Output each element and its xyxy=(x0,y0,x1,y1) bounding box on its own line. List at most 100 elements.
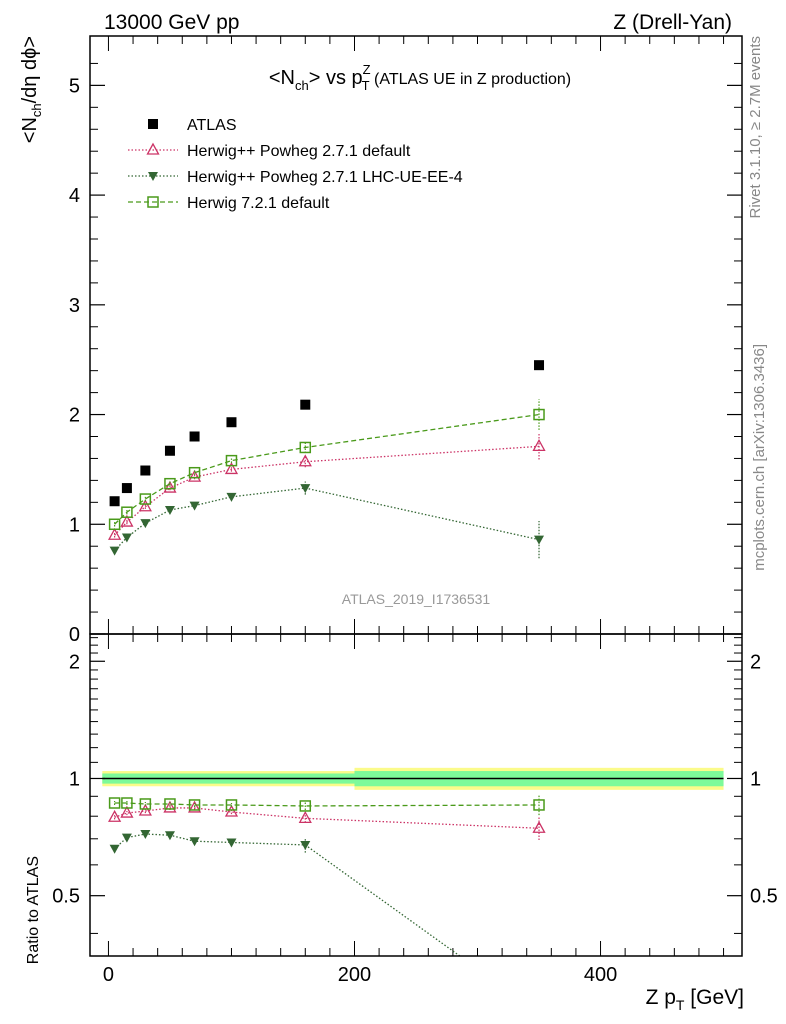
series-atlas xyxy=(109,360,545,507)
ratio-frame xyxy=(89,633,743,957)
ratio-point-herwig7 xyxy=(108,797,121,809)
main-y-tick-label: 2 xyxy=(69,405,80,427)
x-tick-label: 400 xyxy=(584,964,617,986)
ylabel-part1: <N xyxy=(19,117,41,143)
series-line-powheg-default xyxy=(114,445,540,536)
data-point-powheg-default xyxy=(298,454,312,467)
ratio-y-tick-label-left: 2 xyxy=(69,651,80,673)
xlabel-rest: [GeV] xyxy=(684,986,744,1009)
title-sup: Z xyxy=(363,62,371,77)
legend-marker-atlas xyxy=(148,119,158,129)
ratio-point-herwig7 xyxy=(121,797,133,809)
ratio-series-powheg-ue xyxy=(109,830,461,956)
ratio-point-herwig7 xyxy=(164,798,176,810)
ylabel-part2: /dη dϕ> xyxy=(19,36,41,103)
legend-marker-powheg-ue xyxy=(148,172,158,181)
ratio-line-herwig7 xyxy=(114,802,540,807)
ratio-point-powheg-ue xyxy=(164,831,175,841)
ratio-point-herwig7 xyxy=(188,799,201,811)
ratio-y-axis-label: Ratio to ATLAS xyxy=(25,856,42,964)
data-point-powheg-ue xyxy=(164,506,175,516)
ratio-point-herwig7 xyxy=(139,798,152,810)
data-point-powheg-default xyxy=(224,462,239,475)
data-point-powheg-default xyxy=(120,514,134,527)
title-mid: > vs p xyxy=(309,67,363,89)
data-point-powheg-ue xyxy=(226,492,237,502)
data-point-powheg-ue xyxy=(140,519,151,529)
data-point-powheg-ue xyxy=(300,484,311,494)
data-point-atlas xyxy=(226,417,237,428)
main-series xyxy=(108,360,546,559)
ratio-point-powheg-default xyxy=(138,803,152,816)
data-point-atlas xyxy=(140,465,151,476)
data-point-atlas xyxy=(189,431,200,442)
main-y-tick-label: 3 xyxy=(69,295,80,317)
plot-title: <Nch> vs pZ T (ATLAS UE in Z production) xyxy=(269,62,571,93)
data-point-atlas xyxy=(534,360,545,371)
xlabel-sub: T xyxy=(676,997,685,1013)
ratio-series-clipped xyxy=(108,795,546,956)
title-sub: ch xyxy=(295,78,309,93)
data-point-herwig7 xyxy=(188,466,201,479)
ratio-line-powheg-ue xyxy=(114,833,461,956)
analysis-watermark: ATLAS_2019_I1736531 xyxy=(342,591,491,607)
ratio-point-powheg-default xyxy=(163,800,177,813)
data-point-powheg-ue xyxy=(534,535,545,545)
main-y-axis-label: <Nch/dη dϕ> xyxy=(19,36,44,143)
ratio-point-powheg-default xyxy=(108,809,122,822)
data-point-herwig7 xyxy=(121,506,133,518)
ratio-point-powheg-default xyxy=(224,804,239,817)
legend-marker-herwig7 xyxy=(147,196,159,208)
ratio-point-powheg-ue xyxy=(300,840,311,850)
title-sub2: T xyxy=(362,78,370,93)
ratio-point-powheg-default xyxy=(532,820,546,833)
main-y-tick-label: 4 xyxy=(69,185,80,207)
ratio-point-powheg-default xyxy=(298,810,312,823)
data-point-powheg-default xyxy=(163,480,177,493)
rivet-label: Rivet 3.1.10, ≥ 2.7M events xyxy=(747,36,764,219)
data-point-powheg-ue xyxy=(189,501,200,511)
title-prefix: <N xyxy=(269,67,295,89)
series-powheg-ue xyxy=(109,481,545,559)
series-line-herwig7 xyxy=(114,413,540,525)
ylabel-sub: ch xyxy=(29,103,44,117)
main-y-tick-label: 0 xyxy=(69,624,80,646)
ratio-ticks: 0.5 0.5 1 1 2 2 0 200 400 xyxy=(52,634,778,986)
data-point-herwig7 xyxy=(533,408,545,421)
data-point-herwig7 xyxy=(139,493,152,505)
ratio-point-powheg-ue xyxy=(189,837,200,847)
main-panel: 0 1 2 3 4 5 <Nch> vs pZ T (ATLAS UE in Z produ… xyxy=(69,35,743,646)
data-point-powheg-ue xyxy=(121,533,132,543)
series-line-powheg-ue xyxy=(114,487,540,552)
main-y-tick-label: 5 xyxy=(69,75,80,97)
legend-label-powheg-ue: Herwig++ Powheg 2.7.1 LHC-UE-EE-4 xyxy=(187,169,463,186)
data-point-atlas xyxy=(300,399,311,410)
ratio-point-powheg-ue xyxy=(140,830,151,840)
main-y-tick-label: 1 xyxy=(69,514,80,536)
ratio-point-powheg-default xyxy=(120,805,134,818)
legend-label-herwig7: Herwig 7.2.1 default xyxy=(187,195,330,212)
ratio-point-herwig7 xyxy=(225,799,238,811)
data-point-powheg-default xyxy=(108,527,122,540)
title-extra: (ATLAS UE in Z production) xyxy=(370,71,572,88)
legend-label-powheg-default: Herwig++ Powheg 2.7.1 default xyxy=(187,143,411,160)
x-tick-label: 0 xyxy=(103,964,114,986)
mcplots-label: mcplots.cern.ch [arXiv:1306.3436] xyxy=(751,344,768,571)
series-herwig7 xyxy=(108,399,545,531)
data-point-atlas xyxy=(109,496,120,507)
ratio-y-tick-label-right: 0.5 xyxy=(750,886,778,908)
legend: ATLAS Herwig++ Powheg 2.7.1 default Herwig… xyxy=(128,117,463,212)
data-point-powheg-ue xyxy=(109,546,120,556)
main-ticks: 0 1 2 3 4 5 xyxy=(69,36,742,646)
ratio-point-powheg-ue xyxy=(121,833,132,843)
data-point-herwig7 xyxy=(108,518,121,531)
data-point-atlas xyxy=(164,445,175,456)
x-axis-label: Z pT [GeV] xyxy=(646,986,744,1013)
ratio-y-tick-label-right: 2 xyxy=(750,651,761,673)
ratio-point-herwig7 xyxy=(533,799,545,811)
x-tick-label: 200 xyxy=(338,964,371,986)
ratio-y-tick-label-left: 1 xyxy=(69,768,80,790)
ratio-series-herwig7 xyxy=(108,795,545,816)
ratio-line-powheg-default xyxy=(114,807,540,829)
